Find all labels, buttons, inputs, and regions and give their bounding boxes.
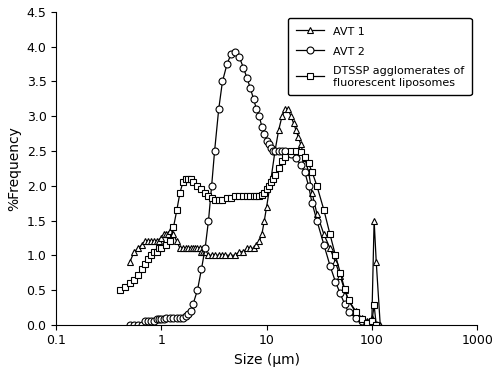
AVT 1 <box>244 246 250 251</box>
DTSSP agglomerates of
fluorescent liposomes <box>288 149 294 153</box>
AVT 1 <box>127 260 133 264</box>
AVT 2 <box>232 50 238 55</box>
DTSSP agglomerates of
fluorescent liposomes <box>327 232 333 237</box>
AVT 1 <box>198 249 204 254</box>
DTSSP agglomerates of
fluorescent liposomes <box>174 208 180 212</box>
Line: AVT 1: AVT 1 <box>126 106 384 328</box>
AVT 2 <box>373 322 379 327</box>
AVT 2 <box>256 114 262 119</box>
AVT 1 <box>282 107 288 111</box>
DTSSP agglomerates of
fluorescent liposomes <box>250 194 256 199</box>
AVT 2 <box>177 316 183 320</box>
Line: DTSSP agglomerates of
fluorescent liposomes: DTSSP agglomerates of fluorescent liposo… <box>117 148 379 328</box>
DTSSP agglomerates of
fluorescent liposomes <box>116 288 122 292</box>
Line: AVT 2: AVT 2 <box>126 49 380 328</box>
DTSSP agglomerates of
fluorescent liposomes <box>373 322 379 327</box>
AVT 2 <box>127 322 133 327</box>
AVT 2 <box>190 302 196 306</box>
AVT 2 <box>337 291 343 296</box>
AVT 1 <box>377 322 383 327</box>
Y-axis label: %Frequency: %Frequency <box>7 126 21 211</box>
AVT 2 <box>156 317 162 322</box>
DTSSP agglomerates of
fluorescent liposomes <box>188 177 194 181</box>
X-axis label: Size (μm): Size (μm) <box>234 353 300 367</box>
DTSSP agglomerates of
fluorescent liposomes <box>332 253 338 258</box>
AVT 1 <box>272 149 278 153</box>
AVT 2 <box>332 279 338 284</box>
AVT 1 <box>151 239 157 243</box>
AVT 1 <box>279 114 285 119</box>
AVT 1 <box>314 211 320 216</box>
DTSSP agglomerates of
fluorescent liposomes <box>151 249 157 254</box>
Legend: AVT 1, AVT 2, DTSSP agglomerates of
fluorescent liposomes: AVT 1, AVT 2, DTSSP agglomerates of fluo… <box>288 18 472 95</box>
